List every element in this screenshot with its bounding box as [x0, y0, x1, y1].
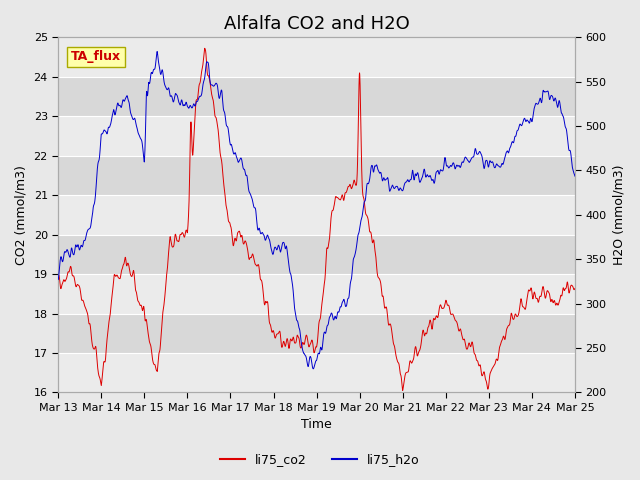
X-axis label: Time: Time	[301, 419, 332, 432]
Title: Alfalfa CO2 and H2O: Alfalfa CO2 and H2O	[224, 15, 410, 33]
Legend: li75_co2, li75_h2o: li75_co2, li75_h2o	[215, 448, 425, 471]
Y-axis label: H2O (mmol/m3): H2O (mmol/m3)	[612, 165, 625, 265]
Y-axis label: CO2 (mmol/m3): CO2 (mmol/m3)	[15, 165, 28, 265]
Bar	[58, 37, 575, 77]
Bar	[58, 195, 575, 235]
Bar	[58, 353, 575, 393]
Text: TA_flux: TA_flux	[71, 50, 121, 63]
Bar	[58, 116, 575, 156]
Bar	[58, 274, 575, 313]
